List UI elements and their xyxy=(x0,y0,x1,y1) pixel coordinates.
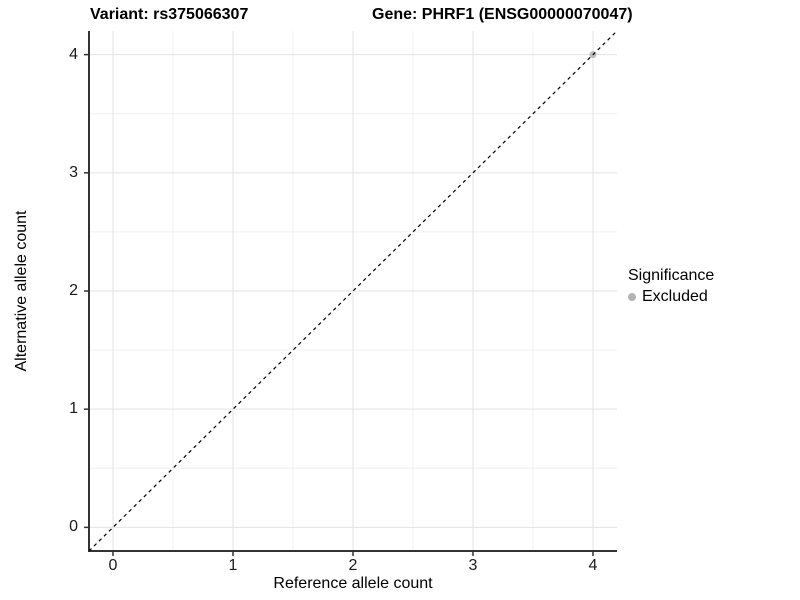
x-tick-label: 2 xyxy=(348,557,358,574)
y-tick-label: 4 xyxy=(69,45,78,63)
legend-items: Excluded xyxy=(628,288,714,306)
y-axis-label: Alternative allele count xyxy=(13,210,30,372)
x-tick-label: 0 xyxy=(108,557,118,574)
y-tick-label: 3 xyxy=(69,163,78,181)
variant-title: Variant: rs375066307 xyxy=(90,6,249,23)
x-tick-label: 4 xyxy=(588,557,598,574)
y-tick-label: 2 xyxy=(69,282,78,299)
y-tick-label: 1 xyxy=(69,400,78,418)
x-tick-label: 1 xyxy=(228,557,238,574)
identity-dashed-line xyxy=(88,31,618,552)
gene-title: Gene: PHRF1 (ENSG00000070047) xyxy=(372,6,633,23)
x-tick-label: 3 xyxy=(468,557,478,574)
plot-panel xyxy=(84,31,618,556)
legend-item-label: Excluded xyxy=(642,288,708,305)
legend-item: Excluded xyxy=(628,288,714,306)
legend: Significance Excluded xyxy=(628,267,714,306)
y-tick-label: 0 xyxy=(69,518,78,536)
legend-point-icon xyxy=(628,293,636,301)
legend-title: Significance xyxy=(628,267,715,284)
x-axis-label: Reference allele count xyxy=(273,575,433,592)
